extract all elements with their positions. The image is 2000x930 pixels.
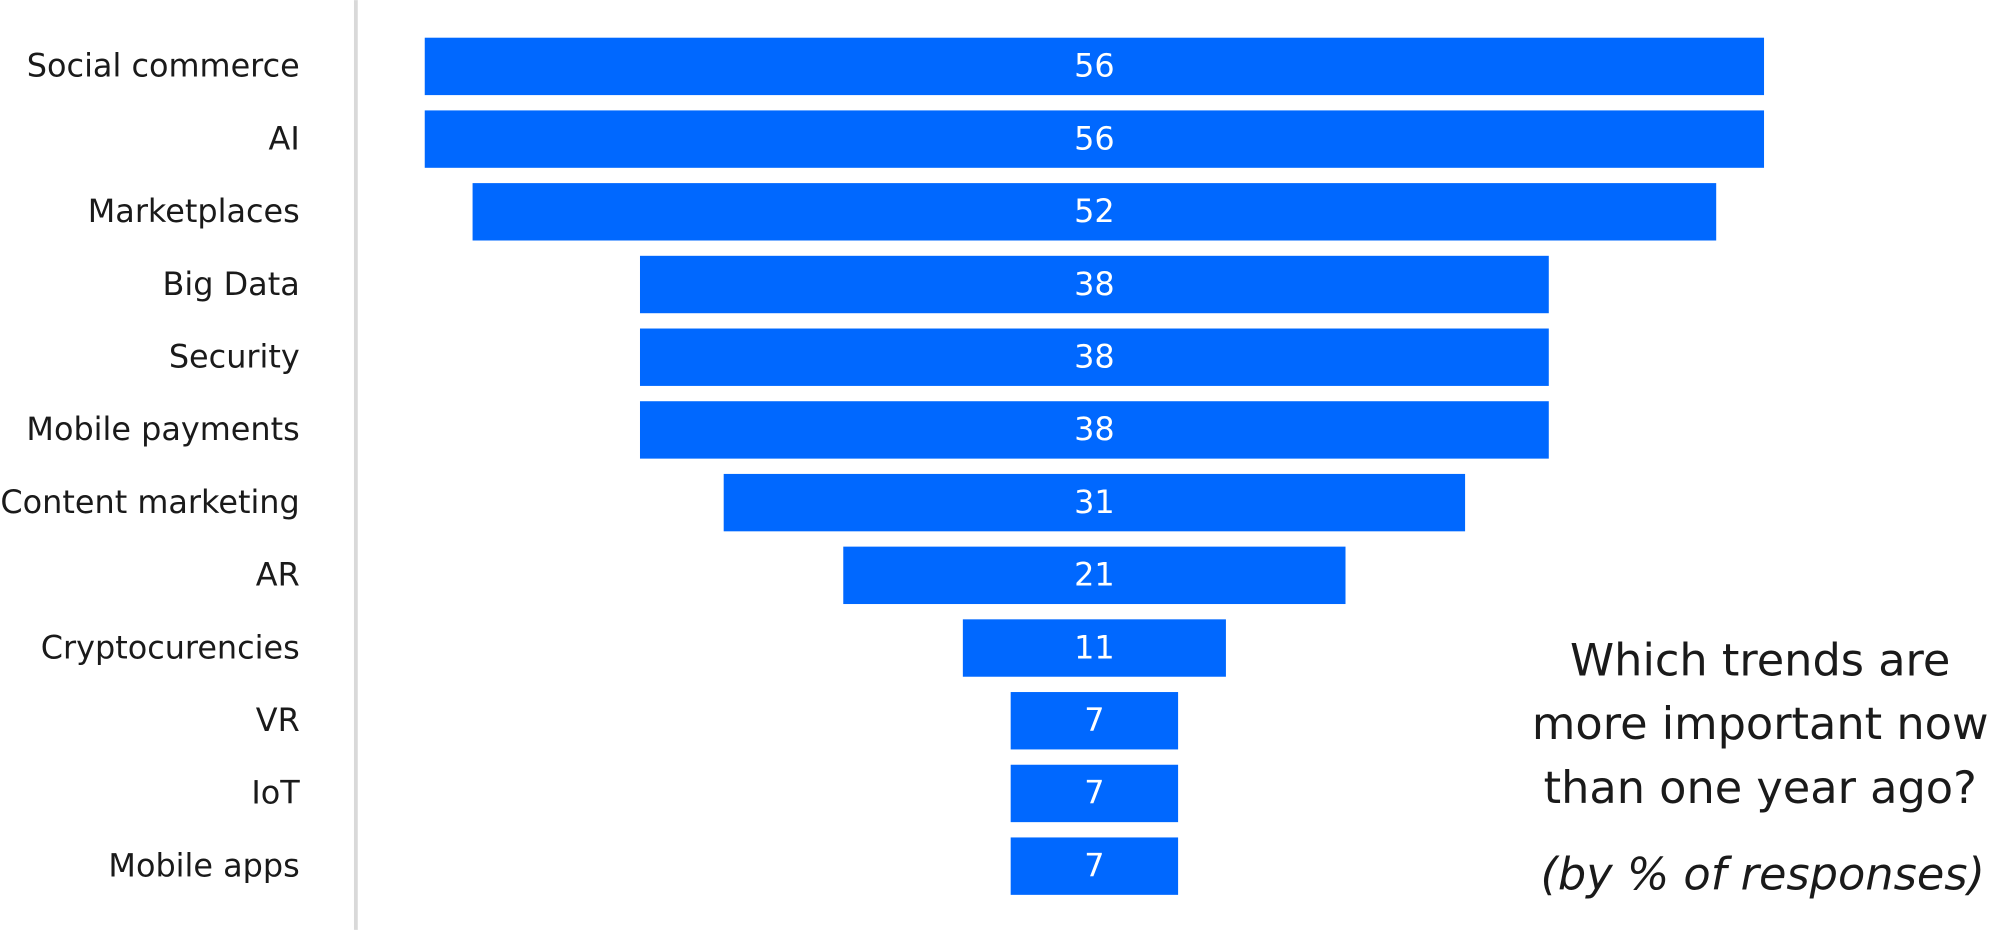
value-label: 38 bbox=[1074, 410, 1115, 448]
category-label: AR bbox=[256, 556, 300, 594]
category-label: Big Data bbox=[163, 265, 300, 303]
bar bbox=[424, 110, 1765, 168]
value-label: 56 bbox=[1074, 47, 1115, 85]
value-label: 31 bbox=[1074, 483, 1115, 521]
chart-title: than one year ago? bbox=[1544, 762, 1977, 814]
category-label: VR bbox=[256, 701, 300, 739]
bar bbox=[424, 37, 1765, 96]
bar bbox=[639, 401, 1549, 459]
chart-title: Which trends are bbox=[1570, 634, 1950, 686]
chart-title: more important now bbox=[1532, 698, 1989, 750]
bar bbox=[962, 619, 1226, 677]
category-label: AI bbox=[269, 119, 300, 157]
value-label: 11 bbox=[1074, 628, 1115, 666]
bar bbox=[843, 546, 1346, 605]
bar bbox=[1010, 837, 1179, 895]
value-label: 38 bbox=[1074, 265, 1115, 303]
category-label: Cryptocurencies bbox=[41, 628, 300, 666]
value-label: 7 bbox=[1084, 701, 1104, 739]
bar bbox=[639, 255, 1549, 314]
bar bbox=[472, 183, 1717, 241]
bar bbox=[639, 328, 1549, 386]
bar bbox=[1010, 764, 1179, 823]
category-label: Mobile payments bbox=[26, 410, 299, 448]
category-label: Security bbox=[169, 337, 300, 375]
category-label: IoT bbox=[251, 774, 300, 812]
value-label: 7 bbox=[1084, 774, 1104, 812]
value-label: 56 bbox=[1074, 119, 1115, 157]
value-label: 21 bbox=[1074, 556, 1115, 594]
value-label: 38 bbox=[1074, 337, 1115, 375]
category-label: Marketplaces bbox=[88, 192, 300, 230]
bar bbox=[723, 473, 1466, 532]
bar bbox=[1010, 692, 1179, 750]
chart-subtitle: (by % of responses) bbox=[1541, 849, 1985, 901]
value-label: 52 bbox=[1074, 192, 1115, 230]
value-label: 7 bbox=[1084, 846, 1104, 884]
category-label: Content marketing bbox=[0, 483, 299, 521]
category-label: Mobile apps bbox=[108, 846, 299, 884]
category-label: Social commerce bbox=[27, 47, 300, 85]
